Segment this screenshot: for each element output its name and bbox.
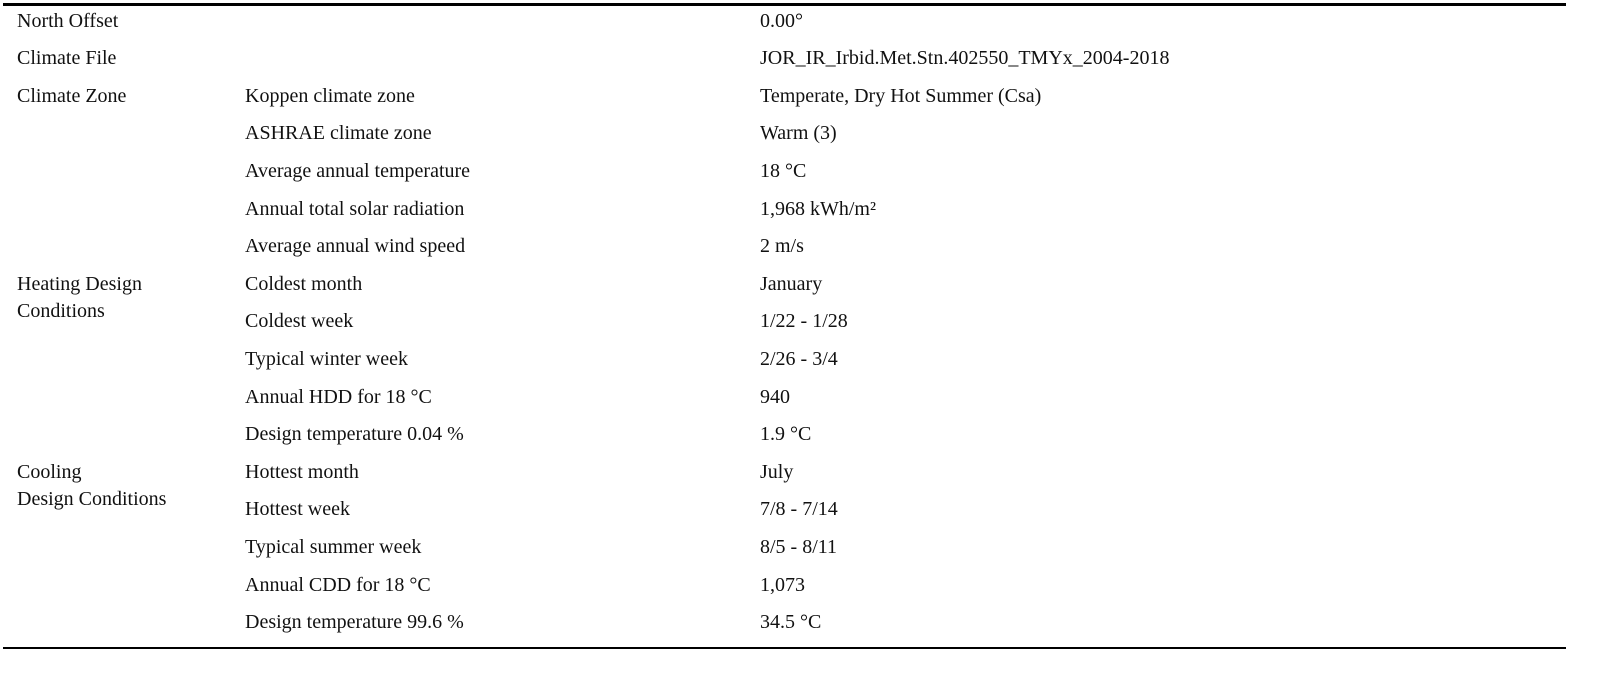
row-value: 8/5 - 8/11	[760, 535, 838, 558]
row-value: January	[760, 272, 823, 295]
group-label: Cooling	[17, 460, 82, 483]
row-label: Coldest week	[245, 310, 354, 333]
row-value: 34.5 °C	[760, 611, 822, 634]
row-value: 7/8 - 7/14	[760, 498, 838, 521]
row-label: Typical winter week	[245, 347, 408, 370]
row-label: Coldest month	[245, 272, 363, 295]
row-label: Annual CDD for 18 °C	[245, 573, 431, 596]
row-label: Annual HDD for 18 °C	[245, 385, 432, 408]
row-label: ASHRAE climate zone	[245, 122, 432, 145]
row-value: 1,073	[760, 573, 805, 596]
row-label: Average annual temperature	[245, 159, 471, 182]
group-label: Conditions	[17, 299, 105, 322]
top-rule	[3, 3, 1566, 6]
row-label: Design temperature 0.04 %	[245, 423, 464, 446]
row-value: JOR_IR_Irbid.Met.Stn.402550_TMYx_2004-20…	[760, 47, 1170, 70]
row-label: Hottest week	[245, 498, 350, 521]
row-value: Temperate, Dry Hot Summer (Csa)	[760, 84, 1042, 107]
row-value: 2 m/s	[760, 235, 804, 258]
group-label: Climate File	[17, 47, 117, 70]
row-label: Typical summer week	[245, 535, 422, 558]
row-value: 940	[760, 385, 790, 408]
row-label: Average annual wind speed	[245, 235, 466, 258]
row-value: 0.00°	[760, 9, 803, 32]
group-label: Climate Zone	[17, 84, 127, 107]
row-value: Warm (3)	[760, 122, 837, 145]
row-value: 2/26 - 3/4	[760, 347, 838, 370]
row-label: Hottest month	[245, 460, 359, 483]
row-value: 1.9 °C	[760, 423, 812, 446]
row-value: 1/22 - 1/28	[760, 310, 848, 333]
group-label: North Offset	[17, 9, 119, 32]
group-label: Design Conditions	[17, 487, 167, 510]
row-label: Annual total solar radiation	[245, 197, 465, 220]
row-label: Koppen climate zone	[245, 84, 415, 107]
row-label: Design temperature 99.6 %	[245, 611, 464, 634]
bottom-rule	[3, 647, 1566, 649]
row-value: July	[760, 460, 794, 483]
group-label: Heating Design	[17, 272, 142, 295]
row-value: 18 °C	[760, 159, 807, 182]
row-value: 1,968 kWh/m²	[760, 197, 876, 220]
